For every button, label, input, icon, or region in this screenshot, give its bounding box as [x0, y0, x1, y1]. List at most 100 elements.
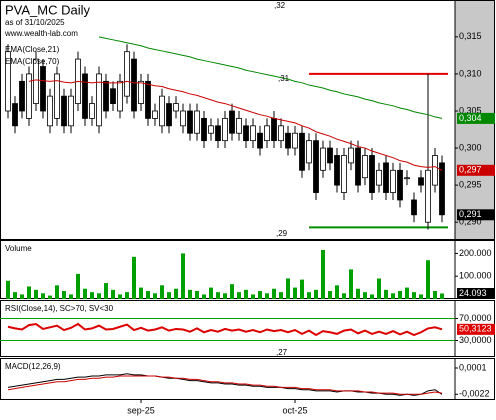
candle-body	[376, 169, 382, 186]
macd-line	[7, 373, 443, 396]
last-value-label: 50,3123	[459, 324, 492, 334]
candle-body	[33, 58, 39, 104]
volume-bar	[48, 295, 52, 299]
volume-bar	[237, 292, 241, 299]
candle-body	[292, 132, 298, 149]
candle-body	[369, 155, 375, 193]
y-tick-label: 100.000	[459, 271, 492, 281]
volume-bar	[419, 294, 423, 299]
last-value-label: 0,297	[459, 165, 482, 175]
candle-body	[432, 155, 438, 186]
candle-body	[68, 95, 74, 127]
panel-frame	[0, 358, 495, 400]
candle-body	[425, 169, 431, 223]
volume-bar	[69, 294, 73, 299]
candle-body	[40, 66, 46, 112]
candle-body	[362, 155, 368, 179]
x-tick-label: sep-25	[127, 405, 155, 415]
legend-entry: EMA(Close,21)	[5, 45, 60, 54]
candle-body	[404, 177, 410, 180]
volume-bar	[62, 291, 66, 299]
volume-bar	[55, 285, 59, 299]
volume-bar	[209, 287, 213, 299]
volume-bar	[342, 293, 346, 299]
last-value-box	[457, 323, 495, 335]
annotation: ,27	[276, 348, 288, 357]
volume-bar	[300, 279, 304, 299]
candle-body	[418, 177, 424, 186]
volume-bar	[104, 283, 108, 299]
y-tick-label: -0,0022	[459, 389, 490, 399]
volume-bar	[195, 291, 199, 299]
candle-body	[257, 132, 263, 149]
volume-bar	[167, 292, 171, 299]
last-value-box	[457, 164, 495, 176]
candle-body	[47, 95, 53, 127]
candle-body	[82, 73, 88, 119]
candle-body	[313, 140, 319, 193]
volume-bar	[307, 292, 311, 299]
candle-body	[243, 125, 249, 142]
volume-bar	[412, 292, 416, 299]
volume-bar	[286, 278, 290, 299]
candle-body	[299, 132, 305, 171]
y-tick-label: 0,290	[459, 217, 482, 227]
volume-bar	[356, 288, 360, 299]
volume-bar	[405, 287, 409, 299]
volume-bar	[188, 289, 192, 299]
volume-bar	[146, 291, 150, 299]
volume-bar	[279, 292, 283, 299]
volume-bar	[314, 289, 318, 299]
volume-bar	[251, 294, 255, 299]
volume-bar	[230, 284, 234, 299]
panel-title: RSI(Close,14), SC>70, SV<30	[5, 304, 114, 313]
candle-body	[138, 80, 144, 104]
y-tick-label: 0,315	[459, 31, 482, 41]
candle-body	[54, 73, 60, 119]
y-tick-label: 0,300	[459, 142, 482, 152]
candle-body	[390, 169, 396, 193]
ema-line	[28, 79, 443, 171]
volume-bar	[433, 291, 437, 299]
candle-body	[124, 51, 130, 97]
candle-body	[285, 132, 291, 149]
last-value-box	[457, 112, 495, 124]
volume-bar	[335, 285, 339, 299]
volume-bar	[391, 293, 395, 299]
candle-body	[194, 110, 200, 134]
volume-bar	[83, 288, 87, 299]
volume-bar	[125, 292, 129, 299]
candle-body	[173, 103, 179, 112]
candle-body	[26, 73, 32, 119]
volume-bar	[328, 291, 332, 299]
candle-body	[103, 80, 109, 112]
volume-bar	[244, 289, 248, 299]
ema-line	[98, 36, 443, 119]
last-value-box	[457, 288, 495, 300]
candle-body	[61, 95, 67, 127]
volume-bar	[139, 287, 143, 299]
candle-body	[278, 125, 284, 142]
panel-title: Volume	[5, 244, 32, 253]
candle-body	[19, 80, 25, 112]
candle-body	[145, 80, 151, 119]
volume-bar	[216, 292, 220, 299]
volume-bar	[398, 291, 402, 299]
candle-body	[5, 51, 11, 112]
annotation: ,31	[278, 74, 290, 83]
volume-bar	[97, 293, 101, 299]
chart-title: PVA_MC Daily	[5, 2, 91, 17]
candle-body	[236, 118, 242, 134]
candle-body	[271, 118, 277, 142]
candle-body	[215, 125, 221, 142]
candle-body	[327, 147, 333, 164]
candle-body	[250, 125, 256, 142]
volume-bar	[90, 292, 94, 299]
candle-body	[320, 147, 326, 171]
volume-bar	[258, 291, 262, 299]
volume-bar	[20, 294, 24, 299]
last-value-box	[457, 209, 495, 221]
candle-body	[117, 80, 123, 112]
volume-bar	[41, 293, 45, 299]
